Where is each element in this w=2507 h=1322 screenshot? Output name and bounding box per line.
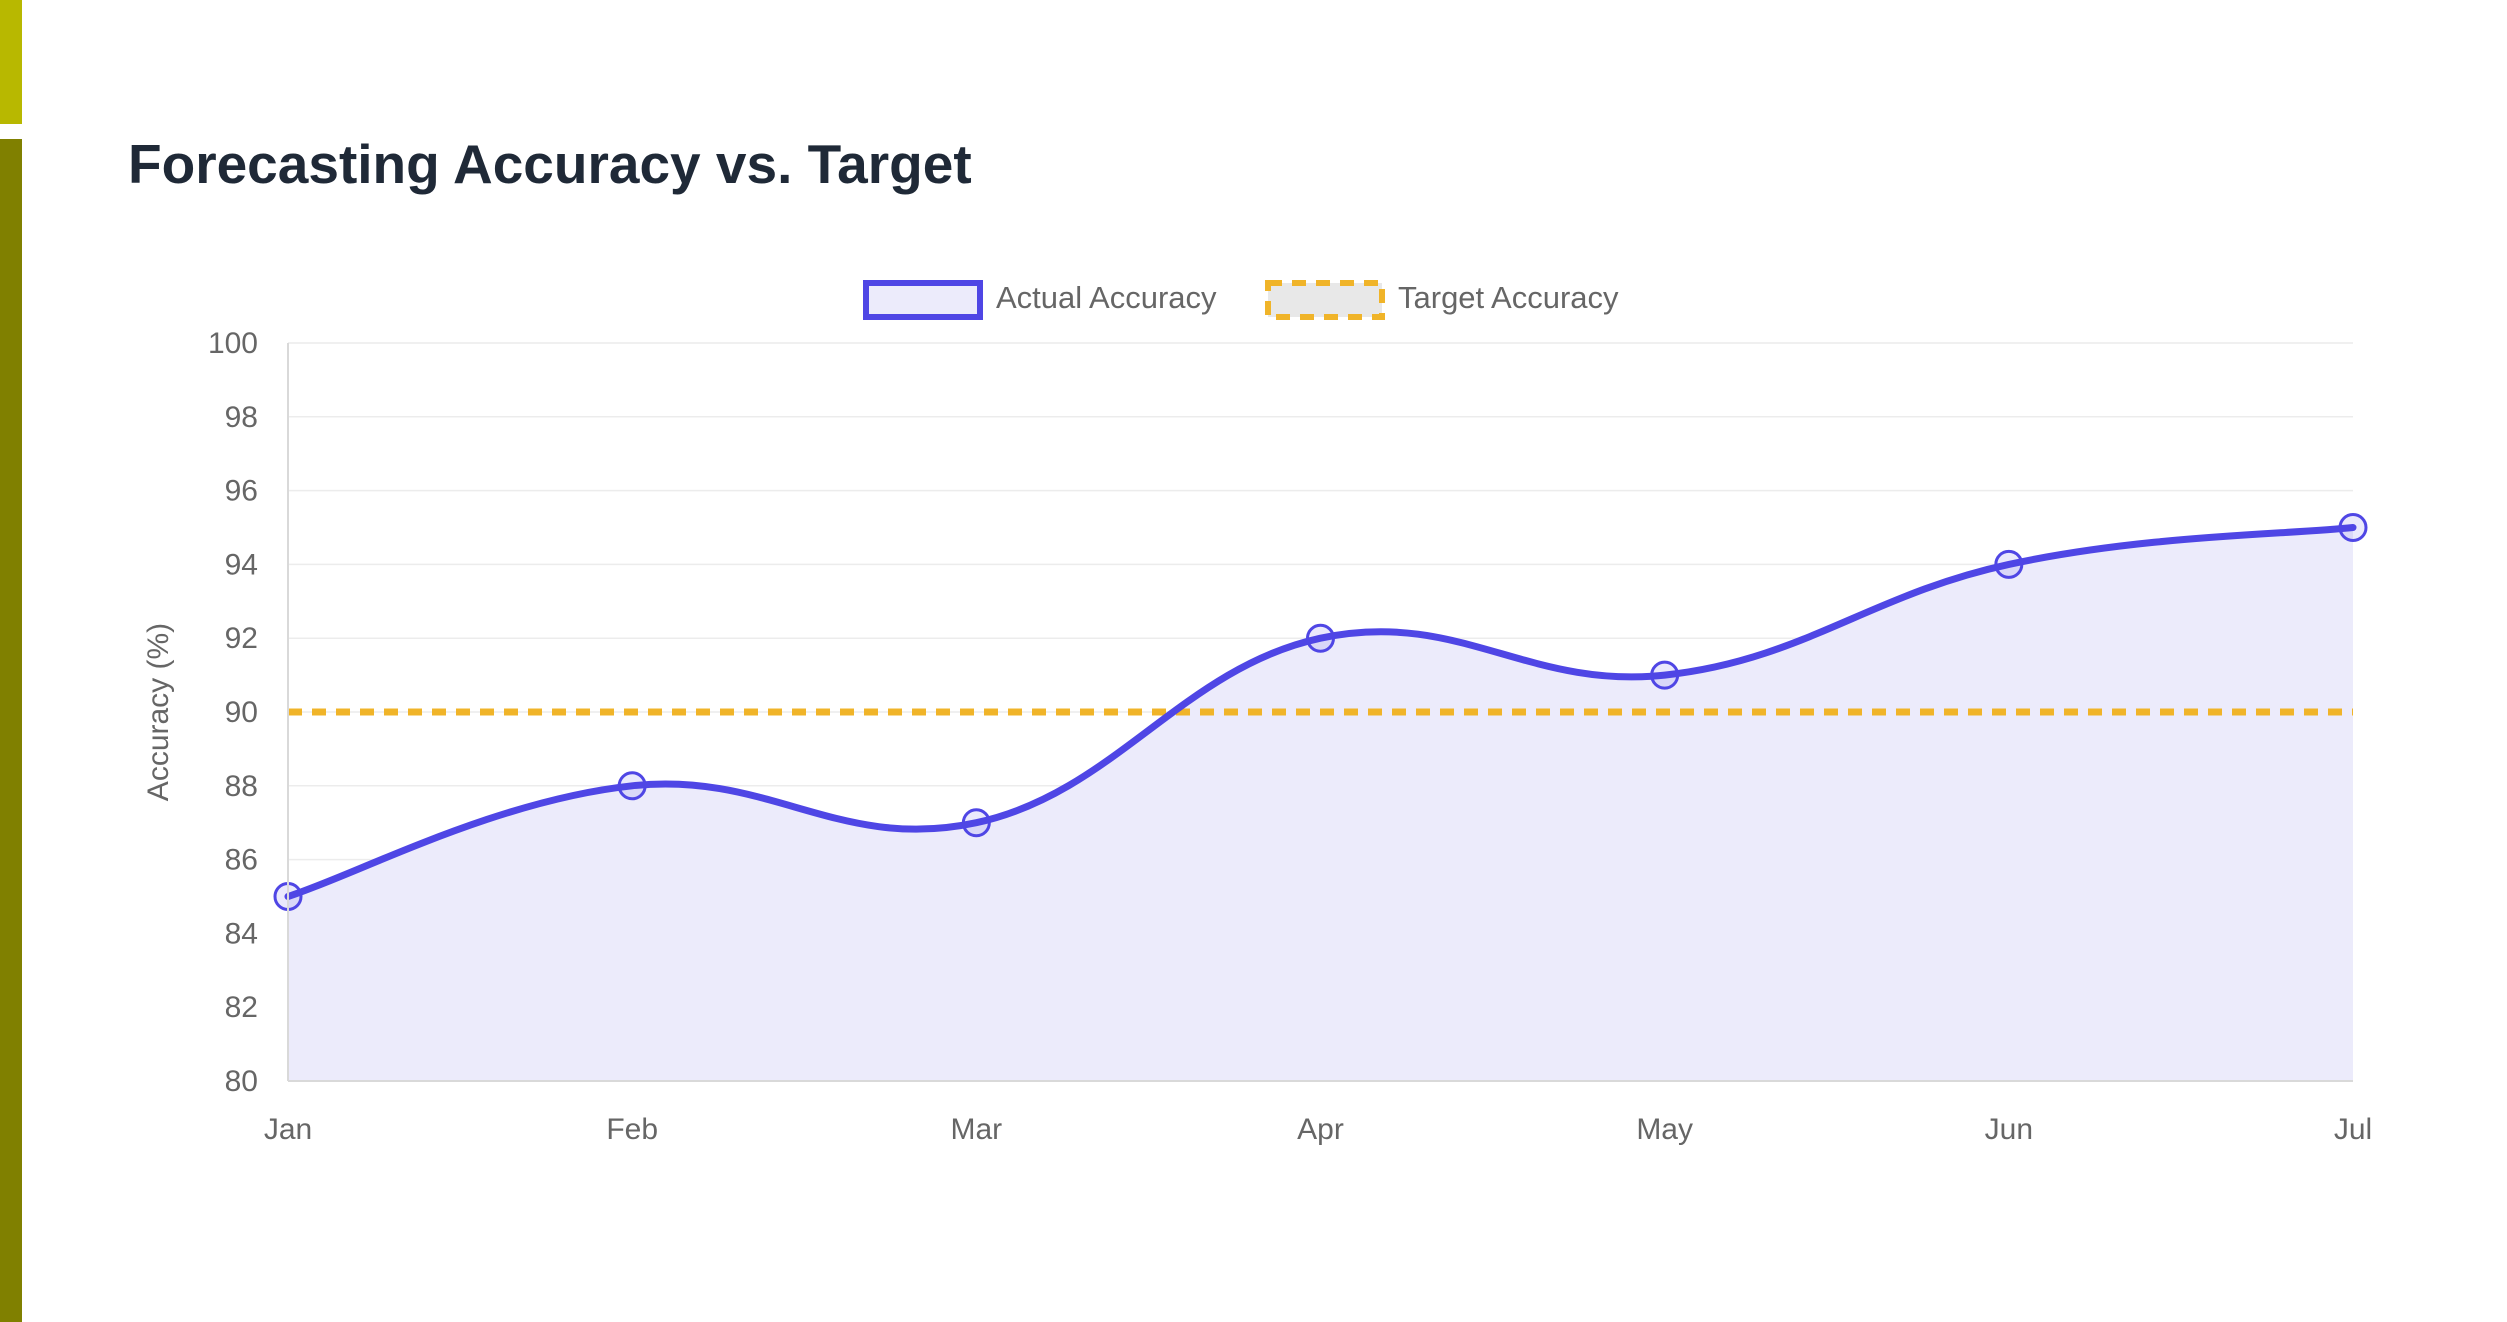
x-tick-label-may: May [1636,1113,1693,1146]
legend-label-target[interactable]: Target Accuracy [1398,280,1619,315]
y-tick-label-82: 82 [225,991,258,1024]
y-tick-label-80: 80 [225,1065,258,1098]
accent-bar-bottom [0,139,22,1322]
x-tick-label-feb: Feb [606,1113,658,1146]
x-tick-label-jul: Jul [2334,1113,2372,1146]
data-point-jun[interactable] [1994,549,2024,579]
y-tick-label-84: 84 [225,917,258,950]
data-point-may[interactable] [1650,660,1680,690]
data-point-mar[interactable] [961,808,991,838]
y-axis-title: Accuracy (%) [142,623,175,801]
actual-accuracy-area [288,527,2353,1081]
x-tick-label-jun: Jun [1985,1113,2033,1146]
axes: 80 82 84 86 88 90 92 94 96 98 100 Jan Feb Mar Apr May Ju… [208,327,2372,1146]
data-point-apr[interactable] [1306,623,1335,653]
legend[interactable]: Actual Accuracy Target Accuracy [863,280,1619,320]
x-tick-label-apr: Apr [1297,1113,1344,1146]
legend-label-actual[interactable]: Actual Accuracy [996,280,1217,315]
actual-accuracy-line [284,524,2357,900]
data-point-jul[interactable] [2338,513,2368,542]
legend-swatch-target[interactable] [1265,280,1385,320]
y-tick-label-100: 100 [208,327,258,360]
data-point-feb[interactable] [617,771,647,801]
y-tick-label-96: 96 [225,475,258,508]
y-tick-label-92: 92 [225,622,258,655]
y-tick-label-90: 90 [225,696,258,729]
y-tick-label-98: 98 [225,401,258,434]
x-tick-label-mar: Mar [950,1113,1002,1146]
actual-line-layer [284,524,2357,900]
accent-bar-top [0,0,22,124]
area-fill-layer [288,527,2353,1081]
chart-title: Forecasting Accuracy vs. Target [128,133,972,195]
y-tick-label-86: 86 [225,844,258,877]
y-tick-label-88: 88 [225,770,258,803]
legend-swatch-actual[interactable] [863,280,983,320]
x-tick-label-jan: Jan [264,1113,312,1146]
y-tick-label-94: 94 [225,548,258,581]
